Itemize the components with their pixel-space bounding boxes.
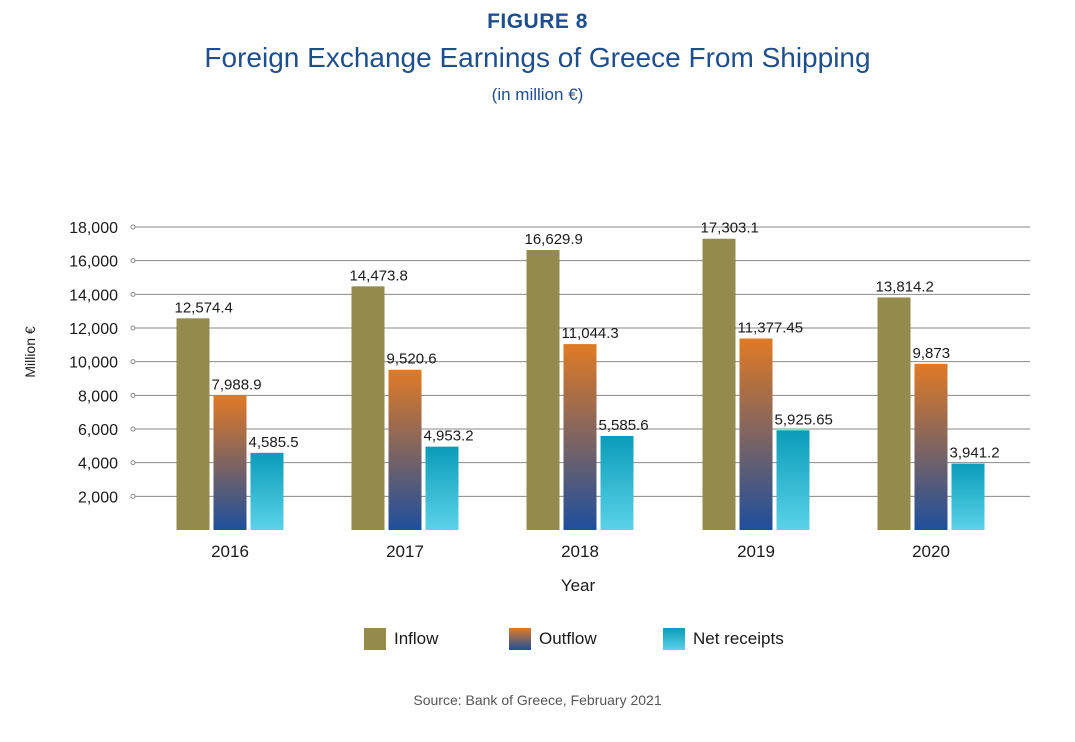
gridline-marker	[130, 359, 136, 365]
x-axis-title: Year	[561, 576, 596, 595]
bar-inflow-2017	[351, 286, 385, 530]
chart-title: Foreign Exchange Earnings of Greece From…	[204, 42, 871, 73]
legend-item-net-receipts: Net receipts	[663, 627, 784, 651]
gridline-marker	[130, 426, 136, 432]
bar-inflow-2016	[176, 318, 210, 530]
gridline-marker	[130, 291, 136, 297]
gridline-marker	[130, 392, 136, 398]
y-tick-label: 6,000	[78, 422, 118, 439]
bar-outflow-2017	[388, 369, 422, 530]
data-label-outflow-2017: 9,520.6	[387, 351, 437, 368]
bar-inflow-2019	[702, 238, 736, 531]
bar-net-receipts-2018	[600, 435, 634, 530]
y-tick-label: 8,000	[78, 388, 118, 405]
gridline-marker	[130, 258, 136, 264]
bar-inflow-2020	[877, 297, 911, 530]
y-tick-label: 18,000	[69, 220, 118, 237]
chart-subtitle: (in million €)	[491, 85, 584, 104]
gridline-marker	[130, 224, 136, 230]
y-tick-label: 2,000	[78, 489, 118, 506]
y-tick-label: 10,000	[69, 355, 118, 372]
y-tick-label: 12,000	[69, 321, 118, 338]
data-label-net-receipts-2019: 5,925.65	[775, 411, 833, 428]
data-label-net-receipts-2020: 3,941.2	[950, 445, 1000, 462]
y-tick-label: 4,000	[78, 456, 118, 473]
legend-label-outflow: Outflow	[539, 629, 597, 648]
bar-outflow-2018	[563, 344, 597, 530]
legend-label-net-receipts: Net receipts	[693, 629, 784, 648]
gridline-marker	[130, 460, 136, 466]
data-label-inflow-2017: 14,473.8	[350, 267, 408, 284]
bar-outflow-2020	[914, 363, 948, 530]
legend-label-inflow: Inflow	[394, 629, 439, 648]
x-tick-label-2017: 2017	[386, 542, 424, 561]
legend-swatch-net-receipts	[663, 628, 685, 650]
x-tick-label-2019: 2019	[737, 542, 775, 561]
bar-net-receipts-2016	[250, 452, 284, 530]
legend-swatch-outflow	[509, 628, 531, 650]
data-label-net-receipts-2018: 5,585.6	[599, 417, 649, 434]
source-note: Source: Bank of Greece, February 2021	[413, 692, 662, 708]
x-tick-label-2018: 2018	[561, 542, 599, 561]
gridline-marker	[130, 493, 136, 499]
data-label-inflow-2016: 12,574.4	[175, 299, 233, 316]
data-label-net-receipts-2016: 4,585.5	[249, 434, 299, 451]
bar-outflow-2019	[739, 338, 773, 530]
bar-net-receipts-2017	[425, 446, 459, 530]
x-tick-label-2016: 2016	[211, 542, 249, 561]
legend-item-inflow: Inflow	[364, 627, 438, 651]
data-label-outflow-2019: 11,377.45	[738, 319, 804, 336]
y-tick-label: 14,000	[69, 287, 118, 304]
bar-inflow-2018	[526, 250, 560, 530]
data-label-inflow-2019: 17,303.1	[701, 220, 759, 237]
figure-label: FIGURE 8	[487, 10, 588, 33]
data-label-outflow-2016: 7,988.9	[212, 377, 262, 394]
data-label-net-receipts-2017: 4,953.2	[424, 428, 474, 445]
gridline-marker	[130, 325, 136, 331]
data-label-outflow-2018: 11,044.3	[562, 325, 619, 342]
y-axis-title: Million €	[22, 326, 38, 378]
legend-item-outflow: Outflow	[509, 627, 597, 651]
data-label-inflow-2020: 13,814.2	[876, 278, 934, 295]
bar-net-receipts-2019	[776, 430, 810, 530]
x-tick-label-2020: 2020	[912, 542, 950, 561]
bar-outflow-2016	[213, 395, 247, 530]
y-tick-label: 16,000	[69, 254, 118, 271]
bar-net-receipts-2020	[951, 463, 985, 530]
data-label-outflow-2020: 9,873	[913, 345, 951, 362]
data-label-inflow-2018: 16,629.9	[525, 231, 583, 248]
legend: Inflow Outflow Net receipts	[0, 627, 1075, 651]
legend-swatch-inflow	[364, 628, 386, 650]
